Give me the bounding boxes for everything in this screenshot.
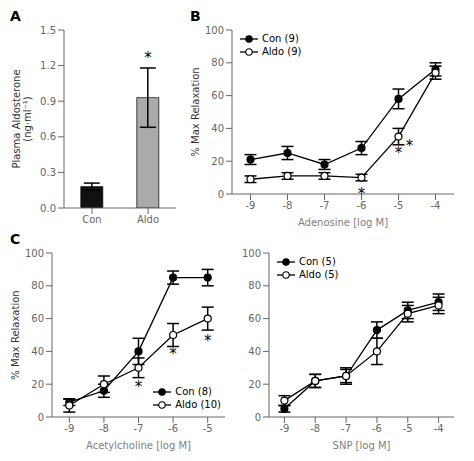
svg-text:*: *: [144, 49, 152, 67]
svg-text:-7: -7: [134, 423, 144, 434]
svg-text:60: 60: [248, 313, 261, 324]
svg-text:40: 40: [248, 346, 261, 357]
svg-text:100: 100: [205, 25, 224, 36]
svg-text:80: 80: [31, 280, 44, 291]
svg-text:0: 0: [38, 412, 44, 423]
svg-text:-7: -7: [341, 423, 351, 434]
html-text:Plasma Aldosterone (ng·ml⁻¹): Plasma Aldosterone (ng·ml⁻¹): [11, 69, 33, 169]
svg-text:0: 0: [218, 189, 224, 200]
svg-text:20: 20: [211, 156, 224, 167]
svg-text:-9: -9: [246, 200, 256, 211]
svg-text:1.5: 1.5: [40, 25, 56, 36]
svg-text:0: 0: [255, 412, 261, 423]
html-text:Con (8): Con (8): [175, 386, 212, 397]
html-text:C: C: [10, 231, 21, 247]
svg-text:-8: -8: [310, 423, 320, 434]
svg-text:-7: -7: [320, 200, 330, 211]
svg-text:-8: -8: [99, 423, 109, 434]
svg-text:Con: Con: [82, 214, 101, 225]
svg-text:0.3: 0.3: [40, 167, 56, 178]
svg-text:Aldo: Aldo: [137, 214, 159, 225]
svg-text:-5: -5: [394, 200, 404, 211]
svg-text:Adenosine [log M]: Adenosine [log M]: [298, 217, 388, 228]
html-text:B: B: [190, 8, 201, 24]
svg-text:20: 20: [248, 379, 261, 390]
html-text:Aldo (10): Aldo (10): [175, 399, 221, 410]
svg-text:-9: -9: [279, 423, 289, 434]
svg-text:0.9: 0.9: [40, 96, 56, 107]
svg-text:-4: -4: [431, 200, 441, 211]
svg-text:-6: -6: [357, 200, 367, 211]
html-text:Con (9): Con (9): [262, 33, 299, 44]
svg-text:100: 100: [25, 248, 44, 259]
html-text:% Max Relaxation: % Max Relaxation: [9, 290, 21, 380]
svg-text:100: 100: [242, 248, 261, 259]
svg-text:-9: -9: [64, 423, 74, 434]
svg-text:-6: -6: [168, 423, 178, 434]
svg-text:*: *: [395, 144, 403, 162]
svg-text:40: 40: [211, 123, 224, 134]
svg-text:80: 80: [211, 57, 224, 68]
html-text:% Max Relaxation: % Max Relaxation: [189, 67, 201, 157]
svg-text:*: *: [406, 137, 414, 155]
svg-text:0.0: 0.0: [40, 203, 56, 214]
svg-text:80: 80: [248, 280, 261, 291]
svg-text:0.6: 0.6: [40, 131, 56, 142]
svg-text:60: 60: [31, 313, 44, 324]
html-text:A: A: [10, 8, 21, 24]
svg-text:20: 20: [31, 379, 44, 390]
svg-text:SNP [log M]: SNP [log M]: [333, 440, 391, 451]
html-text:Aldo (9): Aldo (9): [262, 46, 302, 57]
html-text:Con (5): Con (5): [299, 256, 336, 267]
svg-text:60: 60: [211, 90, 224, 101]
svg-text:-8: -8: [283, 200, 293, 211]
svg-text:*: *: [135, 378, 143, 396]
svg-text:-5: -5: [403, 423, 413, 434]
svg-text:*: *: [169, 345, 177, 363]
svg-text:1.2: 1.2: [40, 60, 56, 71]
svg-text:*: *: [204, 332, 212, 350]
svg-text:40: 40: [31, 346, 44, 357]
svg-text:Acetylcholine [log M]: Acetylcholine [log M]: [86, 440, 191, 451]
svg-text:-5: -5: [203, 423, 213, 434]
svg-text:-4: -4: [434, 423, 444, 434]
html-text:Aldo (5): Aldo (5): [299, 269, 339, 280]
svg-text:-6: -6: [372, 423, 382, 434]
